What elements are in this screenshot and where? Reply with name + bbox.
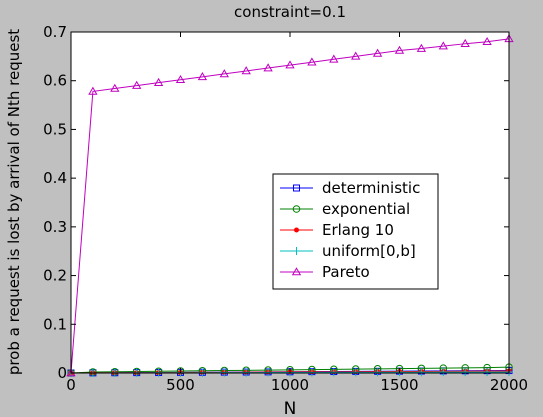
data-point-pareto (460, 38, 470, 47)
data-point-pareto (482, 36, 492, 46)
data-point-pareto (351, 51, 361, 60)
y-tick-label: 0.6 (43, 72, 67, 90)
data-point-uniform-0-b (307, 368, 316, 377)
legend-item-uniform-0-b: uniform[0,b] (280, 242, 416, 260)
x-tick-label: 1000 (271, 376, 309, 394)
data-point-pareto (307, 57, 317, 66)
y-tick-label: 0.3 (43, 218, 67, 236)
legend-box (272, 173, 439, 290)
data-point-pareto (285, 60, 295, 69)
data-point-pareto (197, 72, 208, 81)
legend-label-deterministic: deterministic (322, 179, 420, 197)
chart-title: constraint=0.1 (234, 3, 346, 21)
legend-marker-erlang-10 (294, 227, 299, 233)
legend-label-pareto: Pareto (322, 263, 370, 281)
legend-item-erlang-10: Erlang 10 (280, 221, 394, 239)
legend-marker-deterministic (293, 184, 300, 192)
data-point-pareto (394, 45, 405, 54)
data-point-uniform-0-b (439, 368, 448, 377)
data-point-uniform-0-b (351, 368, 360, 377)
data-point-uniform-0-b (373, 368, 382, 377)
data-point-pareto (372, 48, 383, 57)
x-tick-label: 1500 (380, 376, 418, 394)
x-tick-label: 0 (66, 376, 76, 394)
data-point-pareto (416, 43, 427, 52)
data-point-uniform-0-b (461, 368, 470, 377)
data-point-pareto (153, 77, 164, 86)
y-tick-label: 0.4 (43, 169, 67, 187)
legend-label-exponential: exponential (322, 200, 410, 218)
legend-marker-exponential (292, 205, 301, 213)
data-point-pareto (219, 69, 229, 78)
y-tick-label: 0 (57, 364, 67, 382)
legend-label-erlang-10: Erlang 10 (322, 221, 394, 239)
legend-item-pareto: Pareto (280, 263, 370, 281)
data-point-pareto (241, 66, 251, 75)
data-point-uniform-0-b (483, 368, 492, 377)
x-tick-label: 2000 (490, 376, 528, 394)
x-tick-label: 500 (166, 376, 195, 394)
legend-item-deterministic: deterministic (280, 179, 420, 197)
data-point-pareto (132, 80, 142, 89)
legend-label-uniform-0-b: uniform[0,b] (322, 242, 416, 260)
y-tick-label: 0.2 (43, 267, 67, 285)
y-tick-label: 0.1 (43, 315, 67, 333)
series-pareto (66, 34, 514, 377)
legend-marker-uniform-0-b (292, 247, 301, 255)
data-point-pareto (88, 86, 98, 95)
data-point-pareto (175, 74, 186, 84)
series-line-pareto (70, 38, 510, 374)
data-point-pareto (263, 63, 273, 72)
data-point-pareto (329, 54, 339, 63)
y-tick-label: 0.7 (43, 23, 67, 41)
legend-item-exponential: exponential (280, 200, 410, 218)
axis-ticks: 0 500 1000 1500 2000 0 0.1 0.2 0.3 0.4 0.5 0.6 0.7 (43, 23, 528, 394)
data-point-uniform-0-b (329, 368, 338, 377)
x-axis-label: N (284, 399, 297, 417)
data-point-uniform-0-b (417, 368, 426, 377)
y-tick-label: 0.5 (43, 120, 67, 138)
legend-marker-pareto (291, 267, 302, 276)
data-point-pareto (438, 41, 448, 50)
y-axis-label: prob a request is lost by arrival of Nth… (5, 29, 23, 375)
data-point-pareto (110, 83, 120, 92)
legend: deterministic exponential Erlang 10 uniform… (272, 173, 439, 290)
